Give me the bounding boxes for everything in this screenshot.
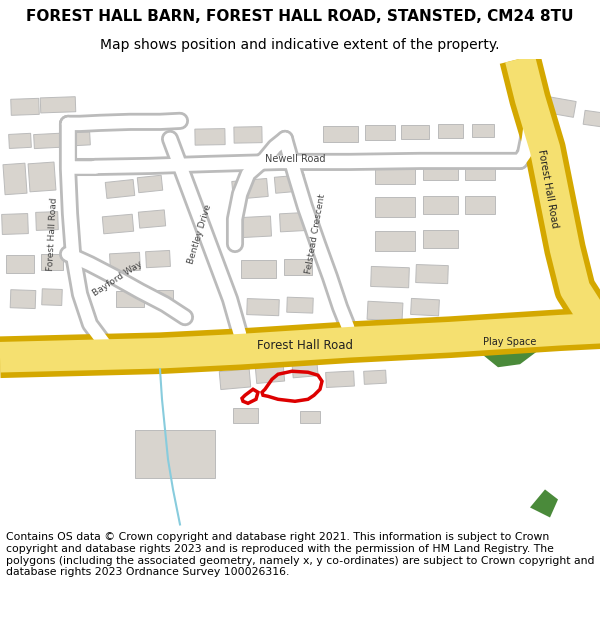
Bar	[465, 196, 495, 214]
Polygon shape	[480, 314, 545, 368]
Bar	[110, 253, 140, 272]
Bar	[416, 264, 448, 284]
Bar	[135, 431, 215, 478]
Bar	[241, 260, 275, 278]
Bar	[6, 255, 34, 273]
Bar	[2, 214, 28, 234]
Bar	[367, 301, 403, 321]
Bar	[70, 132, 91, 146]
Bar	[233, 408, 257, 423]
Bar	[544, 96, 576, 118]
Polygon shape	[530, 489, 558, 518]
Bar	[3, 163, 27, 195]
Text: Newell Road: Newell Road	[265, 154, 325, 164]
Bar	[287, 297, 313, 313]
Text: Bentley Drive: Bentley Drive	[187, 203, 214, 265]
Text: FOREST HALL BARN, FOREST HALL ROAD, STANSTED, CM24 8TU: FOREST HALL BARN, FOREST HALL ROAD, STAN…	[26, 9, 574, 24]
Bar	[292, 361, 318, 378]
Text: Forest Hall Road: Forest Hall Road	[257, 339, 353, 352]
Bar	[323, 126, 358, 142]
Text: Forest Hall Road: Forest Hall Road	[536, 149, 560, 229]
Bar	[422, 196, 458, 214]
Bar	[256, 365, 284, 384]
Bar	[10, 289, 36, 309]
Bar	[139, 210, 166, 228]
Text: Play Space: Play Space	[484, 338, 536, 348]
Text: Forest Hall Road: Forest Hall Road	[46, 197, 58, 271]
Bar	[146, 251, 170, 268]
Bar	[274, 174, 305, 193]
Bar	[326, 371, 355, 388]
Bar	[375, 164, 415, 184]
Bar	[437, 124, 463, 138]
Bar	[422, 230, 458, 248]
Bar	[371, 266, 409, 288]
Text: Contains OS data © Crown copyright and database right 2021. This information is : Contains OS data © Crown copyright and d…	[6, 532, 595, 578]
Bar	[410, 298, 439, 316]
Bar	[472, 124, 494, 138]
Bar	[195, 129, 225, 145]
Bar	[465, 162, 495, 180]
Bar	[234, 127, 262, 143]
Bar	[375, 231, 415, 251]
Bar	[41, 254, 63, 270]
Bar	[232, 179, 268, 199]
Bar	[365, 126, 395, 141]
Text: Bayford Way: Bayford Way	[92, 260, 145, 298]
Bar	[219, 369, 251, 389]
Bar	[116, 291, 144, 307]
Bar	[401, 125, 429, 139]
Text: Felstead Crescent: Felstead Crescent	[305, 193, 328, 274]
Bar	[247, 299, 279, 316]
Bar	[300, 411, 320, 423]
Bar	[137, 175, 163, 192]
Bar	[8, 133, 31, 149]
Bar	[103, 214, 134, 234]
Text: Map shows position and indicative extent of the property.: Map shows position and indicative extent…	[100, 38, 500, 52]
Bar	[151, 289, 173, 304]
Bar	[583, 111, 600, 128]
Bar	[375, 197, 415, 217]
Bar	[28, 162, 56, 192]
Bar	[422, 162, 458, 180]
Bar	[11, 98, 39, 116]
Bar	[280, 212, 313, 232]
Bar	[35, 212, 58, 231]
Bar	[34, 133, 62, 149]
Bar	[284, 259, 312, 275]
Bar	[42, 289, 62, 306]
Bar	[40, 97, 76, 113]
Bar	[364, 370, 386, 384]
Bar	[233, 216, 271, 238]
Bar	[105, 179, 135, 198]
